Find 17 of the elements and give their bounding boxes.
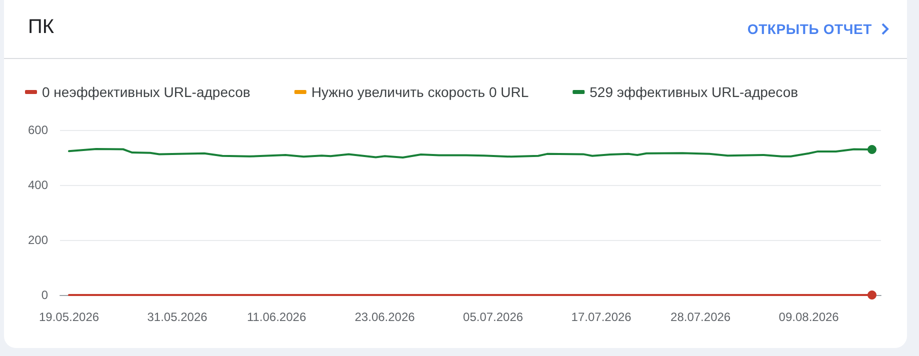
x-tick-label: 19.05.2026: [38, 310, 100, 324]
x-tick-label: 28.07.2026: [670, 310, 731, 324]
text: ОТКРЫТЬ ОТЧЕТ: [747, 21, 872, 37]
y-tick-label: 400: [28, 178, 48, 192]
legend-label: 529 эффективных URL-адресов: [590, 84, 798, 100]
chart-title: ПК: [28, 16, 54, 39]
y-tick-label: 600: [28, 123, 48, 137]
y-tick-label: 0: [41, 288, 48, 302]
x-tick-label: 05.07.2026: [463, 310, 524, 324]
x-tick-label: 31.05.2026: [147, 310, 208, 324]
x-tick-label: 09.08.2026: [778, 310, 840, 324]
x-tick-label: 11.06.2026: [246, 310, 306, 324]
x-tick-label: 23.06.2026: [354, 310, 416, 324]
y-tick-label: 200: [28, 233, 48, 247]
x-tick-label: 17.07.2026: [571, 310, 632, 324]
legend-label: Нужно увеличить скорость 0 URL: [311, 84, 529, 100]
legend-label: 0 неэффективных URL-адресов: [42, 84, 250, 100]
